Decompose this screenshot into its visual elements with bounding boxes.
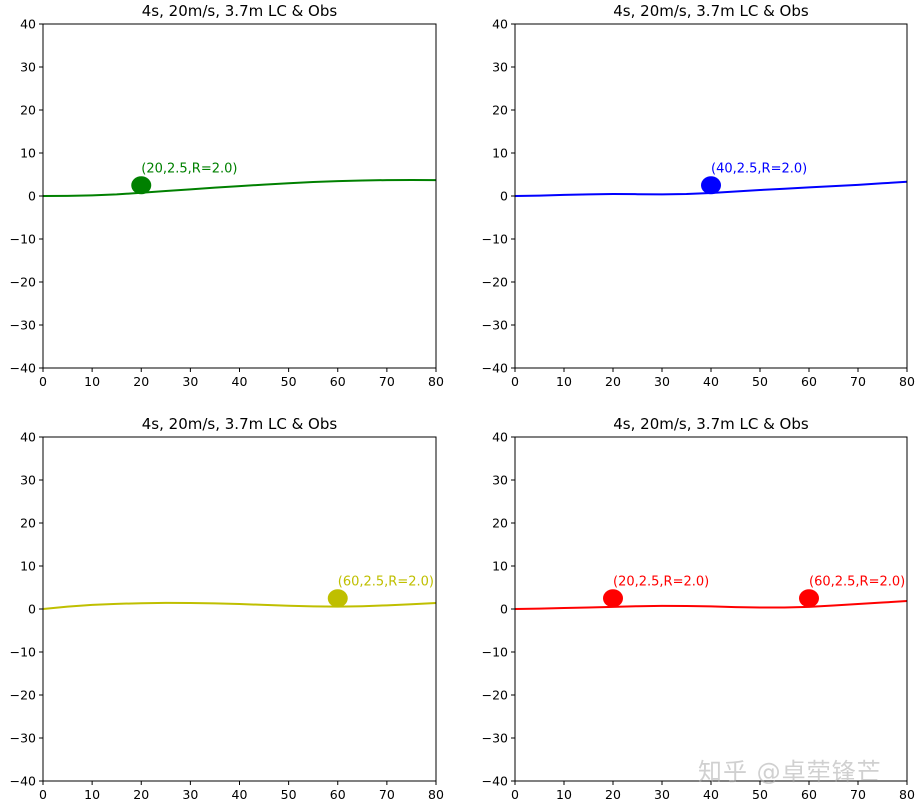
x-tick-label: 30 [182,787,198,802]
y-tick-label: −40 [10,774,36,789]
y-tick-label: 10 [492,559,508,574]
axes-frame [514,23,908,369]
x-tick-label: 40 [703,374,719,389]
obstacle-label: (20,2.5,R=2.0) [613,574,709,589]
y-tick-label: 20 [20,103,36,118]
y-tick-label: −10 [10,232,36,247]
y-tick-label: 40 [20,17,36,32]
x-tick-label: 50 [281,374,297,389]
x-tick-label: 60 [801,787,817,802]
x-tick-label: 30 [654,374,670,389]
x-tick-label: 40 [703,787,719,802]
obstacle-marker [701,176,721,195]
y-tick-label: 10 [20,146,36,161]
x-tick-label: 80 [428,787,444,802]
subplot-title: 4s, 20m/s, 3.7m LC & Obs [613,415,809,433]
obstacle-marker [799,589,819,608]
subplot-title: 4s, 20m/s, 3.7m LC & Obs [142,415,338,433]
x-tick-label: 70 [379,787,395,802]
x-tick-label: 60 [801,374,817,389]
x-tick-label: 20 [133,374,149,389]
y-tick-label: −40 [482,774,508,789]
y-tick-label: −20 [482,688,508,703]
y-tick-label: 40 [492,17,508,32]
x-tick-label: 10 [556,787,572,802]
x-tick-label: 20 [605,374,621,389]
y-tick-label: −20 [482,275,508,290]
subplot-title: 4s, 20m/s, 3.7m LC & Obs [613,2,809,20]
y-tick-label: 30 [492,60,508,75]
x-tick-label: 0 [511,787,519,802]
y-tick-label: −30 [10,318,36,333]
x-tick-label: 20 [605,787,621,802]
y-tick-label: −40 [482,361,508,376]
y-tick-label: 30 [20,473,36,488]
y-tick-label: 0 [28,189,36,204]
x-tick-label: 70 [379,374,395,389]
y-tick-label: 10 [20,559,36,574]
x-tick-label: 40 [232,787,248,802]
x-tick-label: 40 [232,374,248,389]
y-tick-label: 20 [492,516,508,531]
x-tick-label: 70 [850,787,866,802]
y-tick-label: 40 [492,430,508,445]
x-tick-label: 30 [182,374,198,389]
x-tick-label: 60 [330,374,346,389]
y-tick-label: −30 [482,318,508,333]
obstacle-marker [603,589,623,608]
y-tick-label: −30 [482,731,508,746]
y-tick-label: −20 [10,688,36,703]
y-tick-label: 0 [500,602,508,617]
y-tick-label: 0 [500,189,508,204]
x-tick-label: 80 [428,374,444,389]
obstacle-label: (40,2.5,R=2.0) [711,161,807,176]
y-tick-label: −20 [10,275,36,290]
x-tick-label: 60 [330,787,346,802]
y-tick-label: −10 [482,232,508,247]
axes-frame [514,436,908,782]
x-tick-label: 0 [39,374,47,389]
y-tick-label: −10 [10,645,36,660]
x-tick-label: 50 [752,374,768,389]
x-tick-label: 10 [84,787,100,802]
y-tick-label: 30 [492,473,508,488]
y-tick-label: 20 [20,516,36,531]
x-tick-label: 20 [133,787,149,802]
y-tick-label: 30 [20,60,36,75]
subplot-4: 4s, 20m/s, 3.7m LC & Obs 0 10 20 30 40 50 60 70 8… [482,415,915,802]
y-tick-label: −30 [10,731,36,746]
obstacle-label: (60,2.5,R=2.0) [809,574,905,589]
trajectory-line [42,601,437,610]
x-tick-label: 10 [556,374,572,389]
x-tick-label: 70 [850,374,866,389]
x-tick-label: 0 [511,374,519,389]
subplot-3: 4s, 20m/s, 3.7m LC & Obs 0 10 20 30 40 50 60 70 8… [10,415,444,802]
y-tick-label: 10 [492,146,508,161]
watermark: 知乎 @卓荦锋芒 [698,758,882,786]
obstacle-label: (20,2.5,R=2.0) [141,161,237,176]
subplot-2: 4s, 20m/s, 3.7m LC & Obs 0 10 20 30 40 50 60 70 8… [482,2,915,389]
obstacle-label: (60,2.5,R=2.0) [338,574,434,589]
y-tick-label: 20 [492,103,508,118]
x-tick-label: 10 [84,374,100,389]
axes-frame [42,436,437,782]
y-tick-label: 0 [28,602,36,617]
x-tick-label: 50 [752,787,768,802]
x-tick-label: 80 [899,787,915,802]
x-tick-label: 0 [39,787,47,802]
x-tick-label: 50 [281,787,297,802]
axes-frame [42,23,437,369]
y-tick-label: 40 [20,430,36,445]
trajectory-line [42,178,437,197]
x-tick-label: 80 [899,374,915,389]
obstacle-marker [327,589,348,608]
y-tick-label: −10 [482,645,508,660]
x-tick-label: 30 [654,787,670,802]
obstacle-marker [131,176,152,195]
trajectory-line [514,600,908,610]
subplot-1: 4s, 20m/s, 3.7m LC & Obs 0 10 20 30 40 50 60 70 8… [10,2,444,389]
y-tick-label: −40 [10,361,36,376]
subplot-title: 4s, 20m/s, 3.7m LC & Obs [142,2,338,20]
